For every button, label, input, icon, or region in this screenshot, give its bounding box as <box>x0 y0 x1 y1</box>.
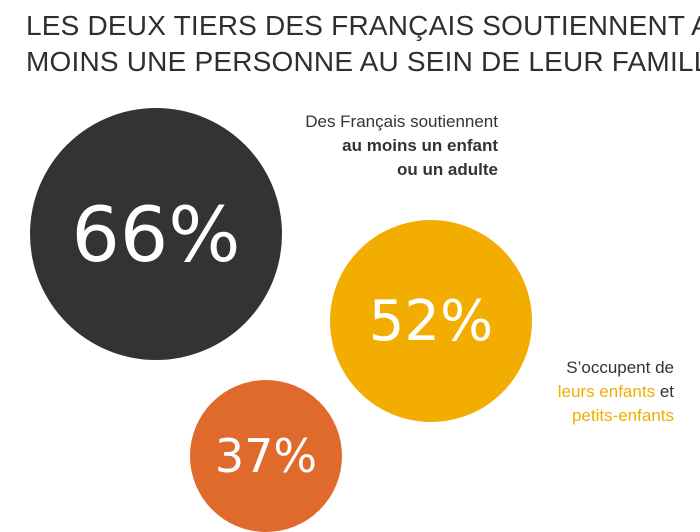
bubble-37-connector-line <box>262 510 264 532</box>
bubble-52: 52% <box>330 220 532 422</box>
chart-title-line-1: LES DEUX TIERS DES FRANÇAIS SOUTIENNENT … <box>26 10 700 41</box>
caption-66: Des Français soutiennent au moins un enf… <box>248 110 498 182</box>
caption-66-line-2: au moins un enfant <box>342 136 498 155</box>
caption-66-line-1: Des Français soutiennent <box>305 112 498 131</box>
caption-52-accent-1: leurs enfants <box>557 382 656 401</box>
chart-title: LES DEUX TIERS DES FRANÇAIS SOUTIENNENT … <box>26 8 700 80</box>
bubble-37-label: 37% <box>214 429 318 483</box>
caption-52: S’occupent de leurs enfants et petits-en… <box>478 356 674 428</box>
caption-66-line-3: ou un adulte <box>396 160 498 179</box>
bubble-66: 66% <box>30 108 282 360</box>
caption-52-line-2: leurs enfants et <box>478 380 674 404</box>
caption-52-line-1: S’occupent de <box>566 358 674 377</box>
bubble-52-label: 52% <box>368 288 494 354</box>
bubble-37: 37% <box>190 380 342 532</box>
caption-52-and: et <box>659 382 674 401</box>
chart-title-line-2: MOINS UNE PERSONNE AU SEIN DE LEUR FAMIL… <box>26 46 700 77</box>
bubble-66-label: 66% <box>71 189 241 279</box>
caption-52-line-3: petits-enfants <box>571 406 674 425</box>
